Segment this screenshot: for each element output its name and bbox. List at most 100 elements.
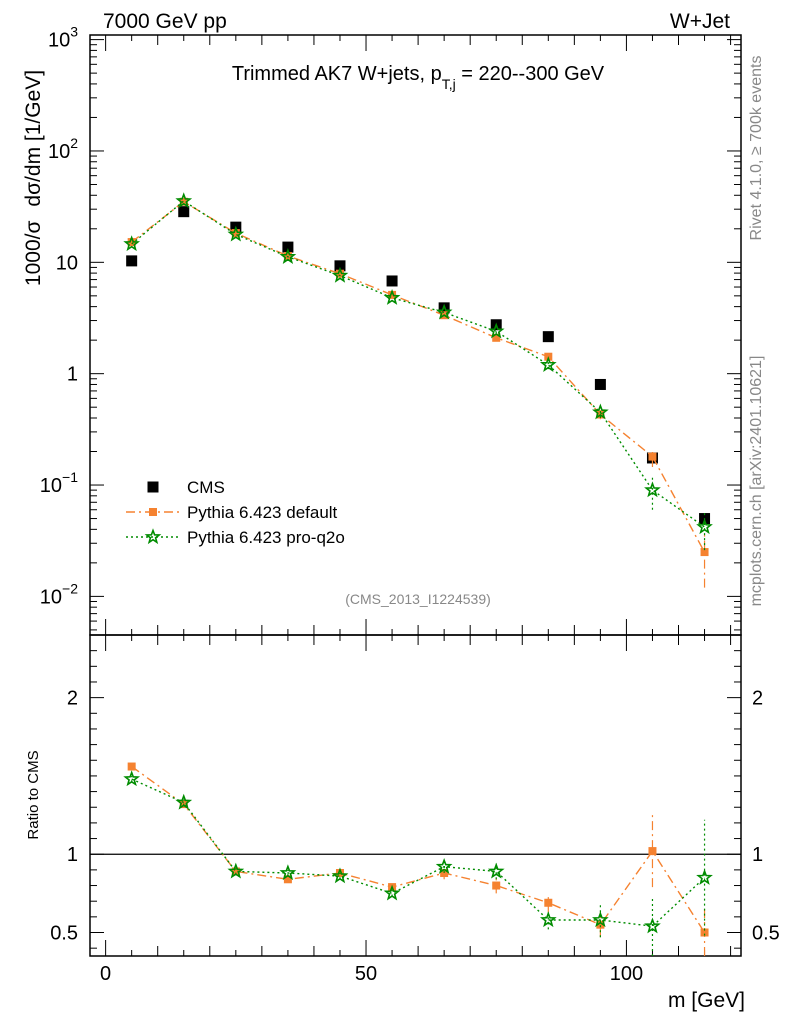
y-tick-label: 1 bbox=[67, 364, 78, 386]
y-tick-label-base: 10 bbox=[48, 30, 70, 52]
data-point bbox=[435, 303, 453, 320]
series-0 bbox=[126, 206, 711, 525]
y-tick-label-exp: −2 bbox=[62, 580, 78, 596]
ratio-series-line bbox=[131, 778, 705, 927]
data-point bbox=[592, 403, 609, 420]
x-tick-label: 0 bbox=[100, 963, 111, 985]
series-2 bbox=[123, 192, 713, 956]
legend-marker bbox=[149, 508, 157, 516]
y-tick-label: 10−1 bbox=[40, 469, 78, 497]
data-point bbox=[335, 269, 344, 278]
y-tick-label-exp: −1 bbox=[62, 469, 78, 485]
ratio-series-line bbox=[131, 765, 706, 933]
ratio-point bbox=[596, 920, 605, 929]
chart-title: Trimmed AK7 W+jets, pT,j = 220--300 GeV bbox=[232, 63, 605, 92]
ratio-y-axis-label: Ratio to CMS bbox=[25, 750, 42, 839]
y-tick-label-base: 10 bbox=[56, 252, 78, 274]
x-tick-label: 50 bbox=[355, 963, 377, 985]
ratio-point bbox=[123, 770, 141, 787]
side-text-bottom: mcplots.cern.ch [arXiv:2401.10621] bbox=[748, 356, 765, 607]
data-point bbox=[179, 197, 188, 206]
series-line bbox=[131, 200, 706, 553]
data-point bbox=[227, 225, 245, 242]
data-point bbox=[644, 481, 661, 498]
ratio-y-tick-label-right: 2 bbox=[752, 688, 763, 710]
y-axis-label-mid: dσ bbox=[22, 182, 45, 207]
x-axis-label: m [GeV] bbox=[668, 989, 745, 1012]
data-series bbox=[123, 192, 713, 956]
ratio-point bbox=[127, 762, 136, 771]
x-tick-label: 100 bbox=[610, 963, 643, 985]
y-tick-label-base: 10 bbox=[48, 141, 70, 163]
data-point bbox=[126, 255, 138, 267]
y-tick-label-base: 10 bbox=[40, 475, 62, 497]
y-tick-label: 103 bbox=[48, 24, 78, 52]
y-tick-label-base: 10 bbox=[40, 586, 62, 608]
ratio-point bbox=[435, 857, 453, 874]
data-point bbox=[231, 229, 240, 238]
ratio-y-tick-label-right: 1 bbox=[752, 844, 763, 866]
analysis-id: (CMS_2013_I1224539) bbox=[345, 591, 491, 607]
ratio-point bbox=[700, 928, 709, 937]
ratio-point bbox=[227, 862, 245, 879]
data-point bbox=[388, 290, 397, 299]
legend-label: Pythia 6.423 default bbox=[187, 503, 338, 522]
data-point bbox=[334, 260, 346, 272]
ratio-y-tick-label: 1 bbox=[67, 844, 78, 866]
data-point bbox=[282, 241, 294, 253]
data-point bbox=[539, 356, 557, 372]
ratio-point bbox=[383, 884, 401, 901]
y-tick-label: 10−2 bbox=[40, 580, 78, 608]
ratio-point bbox=[648, 847, 657, 856]
data-point bbox=[700, 548, 709, 557]
y-tick-label-exp: 3 bbox=[70, 24, 78, 40]
data-point bbox=[283, 251, 292, 260]
series-line bbox=[131, 200, 705, 528]
legend: CMS Pythia 6.423 default Pythia 6.423 pro-… bbox=[126, 478, 345, 547]
data-point bbox=[127, 238, 136, 247]
ratio-point bbox=[487, 862, 505, 879]
y-tick-label: 10 bbox=[56, 252, 78, 274]
data-point bbox=[178, 206, 190, 218]
data-point bbox=[279, 248, 297, 264]
data-point bbox=[648, 452, 657, 461]
legend-marker bbox=[147, 481, 159, 493]
ratio-y-tick-label: 2 bbox=[67, 688, 78, 710]
legend-label: CMS bbox=[187, 478, 225, 497]
data-point bbox=[492, 333, 501, 342]
data-point bbox=[383, 289, 401, 305]
ratio-point bbox=[175, 793, 193, 810]
data-point bbox=[386, 275, 398, 287]
data-point bbox=[696, 518, 713, 535]
ratio-point bbox=[331, 867, 349, 884]
ratio-point bbox=[231, 867, 240, 876]
data-point bbox=[123, 235, 141, 252]
data-point bbox=[542, 331, 554, 343]
y-axis-label: 1000/σ dσ/dm [1/GeV] bbox=[22, 70, 45, 286]
ratio-panel-frame bbox=[89, 634, 742, 957]
y-axis-label-suffix: /dm [1/GeV] bbox=[22, 70, 45, 182]
data-point bbox=[331, 266, 349, 283]
chart-title-sub: T,j bbox=[442, 76, 456, 92]
ratio-point bbox=[283, 875, 292, 884]
data-point bbox=[594, 378, 606, 390]
series-1 bbox=[127, 197, 709, 956]
data-point bbox=[175, 192, 193, 209]
ratio-point bbox=[539, 911, 557, 928]
side-text-top: Rivet 4.1.0, ≥ 700k events bbox=[748, 56, 765, 241]
ratio-point bbox=[544, 898, 553, 907]
ratio-point bbox=[592, 911, 609, 928]
ratio-point bbox=[279, 864, 297, 881]
y-tick-label: 102 bbox=[48, 135, 78, 163]
header-left: 7000 GeV pp bbox=[103, 10, 227, 33]
ratio-point bbox=[644, 917, 661, 934]
y-tick-label-base: 1 bbox=[67, 364, 78, 386]
y-tick-label-exp: 2 bbox=[70, 135, 78, 151]
ratio-y-tick-label: 0.5 bbox=[50, 923, 78, 945]
chart-title-tail: = 220--300 GeV bbox=[456, 63, 605, 85]
ratio-point bbox=[492, 881, 501, 890]
chart-title-main: Trimmed AK7 W+jets, p bbox=[232, 63, 442, 85]
legend-marker bbox=[144, 528, 162, 545]
